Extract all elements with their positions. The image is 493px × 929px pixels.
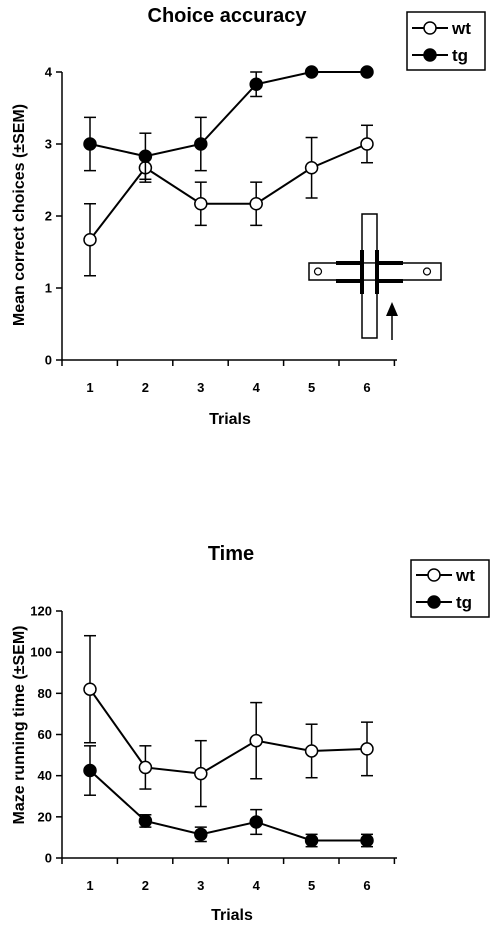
cross-maze-icon bbox=[308, 213, 442, 340]
series-tg bbox=[83, 65, 374, 181]
series-tg bbox=[83, 745, 374, 848]
series-line-tg bbox=[89, 71, 367, 158]
data-point-wt bbox=[249, 733, 263, 748]
data-point-wt bbox=[304, 744, 319, 758]
legend-marker-wt bbox=[427, 568, 441, 582]
data-point-tg bbox=[360, 65, 374, 79]
data-point-wt bbox=[249, 197, 263, 211]
data-point-tg bbox=[194, 827, 208, 842]
x-tick-label: 3 bbox=[197, 878, 204, 893]
x-tick-label: 5 bbox=[308, 380, 315, 395]
y-ticks: 0 1 2 3 4 bbox=[45, 65, 62, 368]
data-point-tg bbox=[138, 814, 153, 828]
chart-title: Choice accuracy bbox=[148, 5, 308, 27]
legend-marker-tg bbox=[427, 595, 441, 609]
series-group bbox=[83, 634, 374, 848]
data-point-tg bbox=[304, 65, 319, 79]
data-point-tg bbox=[249, 815, 263, 829]
x-tick-label: 4 bbox=[253, 380, 261, 395]
y-axis-label: Mean correct choices (±SEM) bbox=[11, 104, 28, 326]
y-tick-label: 20 bbox=[38, 809, 52, 824]
y-axis-label: Maze running time (±SEM) bbox=[11, 625, 28, 824]
y-tick-label: 2 bbox=[45, 209, 52, 224]
data-point-wt bbox=[83, 233, 97, 247]
y-tick-label: 120 bbox=[30, 604, 52, 619]
series-line-tg bbox=[89, 769, 367, 842]
series-line-wt bbox=[89, 143, 368, 241]
data-point-wt bbox=[194, 766, 208, 781]
series-wt bbox=[83, 124, 374, 277]
legend-marker-tg bbox=[423, 48, 437, 62]
data-point-tg bbox=[249, 77, 263, 91]
data-point-wt bbox=[360, 137, 374, 151]
legend-label-wt: wt bbox=[451, 19, 471, 38]
data-point-tg bbox=[194, 137, 208, 151]
x-tick-label: 1 bbox=[86, 878, 93, 893]
y-tick-label: 3 bbox=[45, 137, 52, 152]
data-point-tg bbox=[360, 833, 374, 848]
y-tick-label: 60 bbox=[38, 727, 52, 742]
data-point-wt bbox=[194, 197, 208, 211]
y-tick-label: 40 bbox=[38, 768, 52, 783]
y-ticks: 0 20 40 60 80 100 120 bbox=[30, 604, 62, 866]
chart-time: Time Maze running time (±SEM) Trials 020… bbox=[11, 543, 490, 924]
data-point-wt bbox=[83, 682, 97, 696]
series-wt bbox=[83, 634, 374, 808]
data-point-wt bbox=[138, 760, 153, 775]
x-tick-label: 5 bbox=[308, 878, 315, 893]
y-tick-label: 1 bbox=[45, 281, 52, 296]
y-tick-label: 0 bbox=[45, 353, 52, 368]
y-tick-label: 4 bbox=[45, 65, 53, 80]
x-axis-label: Trials bbox=[211, 907, 253, 924]
chart-title: Time bbox=[208, 543, 254, 565]
data-point-tg bbox=[83, 137, 97, 151]
y-tick-label: 80 bbox=[38, 686, 52, 701]
y-tick-label: 0 bbox=[45, 851, 52, 866]
series-group bbox=[83, 65, 374, 277]
legend-label-tg: tg bbox=[456, 593, 472, 612]
series-line-wt bbox=[89, 688, 368, 775]
x-tick-label: 2 bbox=[142, 878, 149, 893]
data-point-wt bbox=[304, 161, 319, 175]
data-point-wt bbox=[360, 742, 374, 756]
x-tick-label: 4 bbox=[253, 878, 261, 893]
x-tick-label: 1 bbox=[86, 380, 93, 395]
x-ticks: 1 2 3 4 5 6 bbox=[61, 360, 396, 395]
legend: wt tg bbox=[406, 11, 486, 71]
legend-marker-wt bbox=[423, 21, 437, 35]
legend-label-tg: tg bbox=[452, 46, 468, 65]
data-point-tg bbox=[304, 833, 319, 848]
x-ticks: 1 2 3 4 5 6 bbox=[61, 858, 396, 893]
x-axis-label: Trials bbox=[209, 411, 251, 428]
chart-choice-accuracy: Choice accuracy Mean correct choices (±S… bbox=[11, 5, 486, 428]
y-tick-label: 100 bbox=[30, 645, 52, 660]
data-point-tg bbox=[138, 149, 153, 163]
legend: wt tg bbox=[410, 559, 490, 618]
x-tick-label: 6 bbox=[363, 380, 370, 395]
x-tick-label: 2 bbox=[142, 380, 149, 395]
legend-label-wt: wt bbox=[455, 566, 475, 585]
x-tick-label: 3 bbox=[197, 380, 204, 395]
x-tick-label: 6 bbox=[363, 878, 370, 893]
data-point-tg bbox=[83, 763, 97, 778]
